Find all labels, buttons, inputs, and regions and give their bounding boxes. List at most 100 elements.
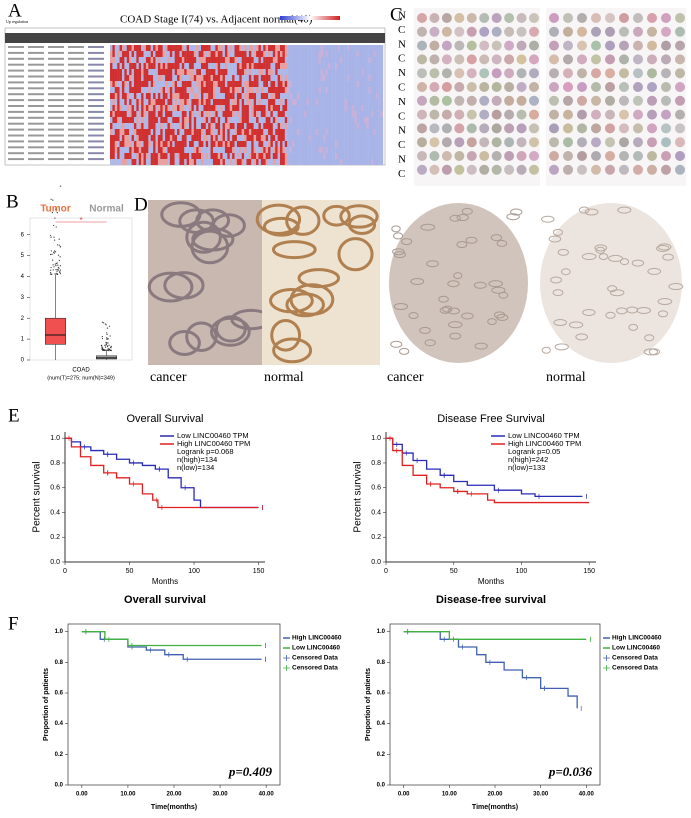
tma-core — [479, 95, 490, 106]
heat-cell — [119, 117, 123, 123]
tma-core — [516, 54, 527, 65]
table-cell — [28, 105, 44, 107]
heat-cell — [241, 75, 245, 81]
heat-cell — [272, 57, 276, 63]
gland — [420, 223, 436, 231]
heat-cell — [260, 87, 264, 93]
gland — [210, 316, 251, 347]
heat-cell — [287, 105, 290, 111]
heat-cell — [179, 129, 183, 135]
heat-cell — [201, 153, 204, 159]
heat-cell — [275, 69, 278, 75]
heat-cell — [114, 87, 118, 93]
heat-cell — [335, 51, 338, 57]
heat-cell — [193, 117, 197, 123]
image-caption: normal — [546, 370, 586, 385]
heat-cell — [145, 63, 149, 69]
heat-cell — [371, 129, 374, 135]
heat-cell — [359, 93, 362, 99]
table-cell — [88, 75, 104, 78]
heat-cell — [356, 75, 360, 81]
outlier — [50, 273, 53, 275]
heat-cell — [227, 63, 230, 69]
tma-core — [619, 95, 629, 106]
heat-cell — [227, 117, 230, 123]
table-cell — [48, 134, 64, 137]
heat-cell — [141, 123, 144, 129]
heat-cell — [268, 99, 271, 105]
table-cell — [68, 140, 84, 143]
heat-cell — [138, 129, 142, 135]
heat-cell — [375, 123, 379, 129]
heat-cell — [110, 117, 113, 123]
heat-cell — [212, 153, 216, 159]
heat-cell — [268, 111, 271, 117]
heat-cell — [157, 117, 161, 123]
heat-cell — [337, 93, 341, 99]
heat-cell — [306, 117, 309, 123]
heat-cell — [179, 51, 183, 57]
heat-cell — [229, 57, 233, 63]
tma-core — [429, 68, 440, 79]
heat-cell — [347, 129, 350, 135]
heat-cell — [155, 147, 159, 153]
heat-cell — [172, 63, 175, 69]
heat-cell — [224, 87, 228, 93]
heat-cell — [323, 111, 326, 117]
tma-core — [479, 151, 490, 161]
heat-cell — [222, 45, 226, 51]
heat-cell — [280, 123, 283, 129]
outlier — [57, 264, 59, 266]
heat-cell — [177, 63, 180, 69]
tma-core — [661, 13, 671, 23]
y-tick-label: 0.8 — [371, 460, 381, 467]
table-cell — [48, 152, 64, 155]
heat-cell — [344, 147, 348, 153]
heat-cell — [136, 81, 139, 87]
heat-cell — [315, 63, 319, 69]
heat-cell — [153, 129, 156, 135]
heat-cell — [313, 45, 317, 51]
heat-cell — [114, 123, 118, 129]
tma-core — [417, 151, 427, 161]
gland — [322, 204, 351, 227]
tma-core — [441, 151, 452, 161]
heat-cell — [356, 141, 360, 147]
tma-core — [529, 26, 539, 37]
heat-cell — [121, 75, 125, 81]
heat-cell — [256, 111, 259, 117]
heat-cell — [280, 81, 283, 87]
heat-cell — [265, 63, 269, 69]
heat-cell — [270, 99, 274, 105]
heat-cell — [265, 129, 269, 135]
heat-cell — [212, 93, 216, 99]
table-cell — [48, 69, 64, 72]
heat-cell — [270, 63, 274, 69]
heat-cell — [172, 159, 175, 165]
heat-cell — [191, 63, 195, 69]
heat-cell — [294, 153, 297, 159]
legend-censor — [603, 665, 610, 671]
heat-cell — [296, 51, 300, 57]
heat-cell — [246, 93, 250, 99]
heat-cell — [292, 111, 295, 117]
table-cell — [68, 158, 84, 161]
heat-cell — [181, 75, 185, 81]
heat-cell — [335, 45, 338, 51]
heat-cell — [244, 75, 247, 81]
heat-cell — [155, 135, 159, 141]
heat-cell — [320, 57, 324, 63]
heat-cell — [371, 81, 374, 87]
heat-cell — [126, 99, 130, 105]
heat-cell — [148, 135, 151, 141]
tma-core — [619, 40, 629, 51]
tma-core — [549, 13, 559, 23]
table-cell — [8, 69, 24, 72]
heat-cell — [294, 63, 297, 69]
heat-cell — [344, 63, 348, 69]
heat-cell — [270, 141, 274, 147]
heat-cell — [119, 159, 123, 165]
heat-cell — [272, 129, 276, 135]
y-tick-label: 0.8 — [50, 460, 60, 467]
heat-cell — [129, 75, 132, 81]
